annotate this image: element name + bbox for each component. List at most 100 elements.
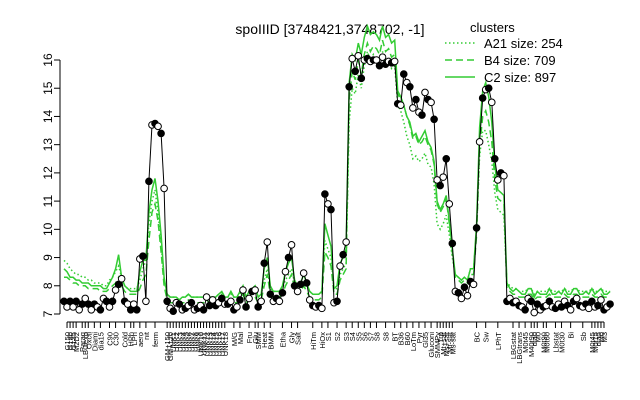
x-tick-label: BT (391, 332, 400, 342)
data-point (111, 286, 120, 294)
legend-label: C2 size: 897 (484, 70, 556, 85)
data-point (245, 294, 253, 303)
data-points (60, 51, 614, 317)
data-point (75, 305, 83, 314)
x-tick-label: UNK14 (209, 332, 218, 356)
data-point (81, 294, 90, 303)
data-point (72, 297, 80, 306)
data-point (175, 300, 184, 308)
data-point (324, 200, 332, 208)
x-tick-label: UNK2 (172, 332, 181, 352)
x-tick-label: HiTm (309, 332, 318, 350)
x-tick-label: LPhT (494, 332, 503, 350)
data-point (442, 154, 451, 163)
x-tick-label: dia15 (96, 332, 105, 350)
x-tick-label: Ms-sat (448, 331, 457, 354)
data-point (327, 205, 335, 214)
data-point (227, 297, 235, 306)
data-point (597, 296, 605, 304)
data-point (302, 279, 311, 287)
data-point (572, 294, 581, 303)
data-point (469, 280, 478, 289)
legend-label: B4 size: 709 (484, 53, 556, 68)
data-point (399, 70, 408, 78)
x-tick-label: S8 (382, 332, 391, 341)
data-point (427, 98, 435, 107)
chart-title: spoIIID [3748421,3748702, -1] (235, 21, 424, 37)
x-tick-label: M0t15 (591, 332, 600, 353)
data-point (96, 305, 105, 314)
x-tick-label: M/G (230, 332, 239, 346)
data-point (475, 138, 484, 146)
data-point (530, 308, 539, 317)
data-point (406, 83, 414, 91)
x-tick-label: UNK18 (221, 332, 230, 356)
data-point (342, 238, 350, 246)
data-point (375, 61, 384, 70)
x-tick-label: M0t60 (542, 332, 551, 353)
data-point (69, 303, 77, 311)
x-tick-label: Oxctl (84, 332, 93, 349)
data-point (202, 293, 211, 301)
data-point (257, 297, 265, 306)
x-tick-label: LoTm (409, 332, 418, 351)
x-tick-label: LBGtrans (515, 332, 524, 364)
x-tick-label: M40t90 (527, 332, 536, 357)
cluster-line-dashed (64, 40, 611, 305)
data-point (339, 250, 347, 259)
data-point (396, 101, 405, 109)
data-point (108, 297, 117, 306)
y-tick-label: 13 (41, 138, 55, 152)
x-tick-label: M0t90 (539, 332, 548, 353)
data-point (606, 300, 614, 308)
data-point (254, 303, 262, 311)
x-tick-label: Salt (294, 331, 303, 345)
x-tick-label: G135 (69, 332, 78, 350)
x-tick-label: ferm (151, 332, 160, 347)
x-tick-label: Sw (482, 331, 491, 342)
series-line (63, 55, 611, 315)
x-tick-label: UNK5 (181, 332, 190, 352)
x-tick-label: Lbstat (551, 331, 560, 352)
data-point (357, 74, 366, 83)
x-tick-label: SMM (254, 332, 263, 350)
legend-title: clusters (470, 20, 515, 35)
x-tick-label: LPh (130, 332, 139, 345)
x-tick-label: Mt-sat (445, 331, 454, 353)
data-point (345, 83, 353, 91)
data-point (284, 253, 293, 262)
x-tick-label: Sb (579, 332, 588, 341)
x-tick-label: GM+150 (163, 332, 172, 361)
x-axis-ticks: G150G180G135M2D2ParaqLBGexpOxctlDiamidia… (63, 321, 609, 364)
x-tick-label: S3 (342, 332, 351, 341)
data-point (129, 300, 138, 308)
y-tick-label: 14 (41, 109, 55, 123)
x-tick-label: UNK17 (218, 332, 227, 356)
x-tick-label: S8 (372, 332, 381, 341)
y-tick-label: 8 (41, 282, 55, 289)
data-point (460, 283, 469, 291)
y-tick-label: 7 (41, 310, 55, 317)
x-tick-label: B60 (403, 332, 412, 345)
x-tick-label: UNK16 (215, 332, 224, 356)
x-tick-label: B36 (397, 332, 406, 345)
data-point (145, 177, 153, 186)
data-point (421, 88, 429, 97)
data-point (521, 305, 529, 314)
x-tick-label: Heat (260, 331, 269, 348)
data-point (233, 303, 241, 311)
data-point (287, 241, 296, 249)
x-tick-label: UNK10 (197, 332, 206, 356)
data-point (154, 122, 162, 131)
data-point (478, 94, 487, 102)
data-point (114, 280, 123, 289)
data-point (594, 301, 602, 310)
x-tick-label: HPh (127, 332, 136, 347)
data-point (585, 304, 593, 313)
x-tick-label: UNK1 (169, 332, 178, 352)
x-tick-label: Mt+sat (439, 331, 448, 355)
data-point (354, 51, 363, 60)
data-point (163, 297, 171, 306)
y-axis-ticks: 7 8 9 10 11 12 13 14 15 16 (41, 53, 60, 317)
x-tick-label: Etha (278, 331, 287, 347)
